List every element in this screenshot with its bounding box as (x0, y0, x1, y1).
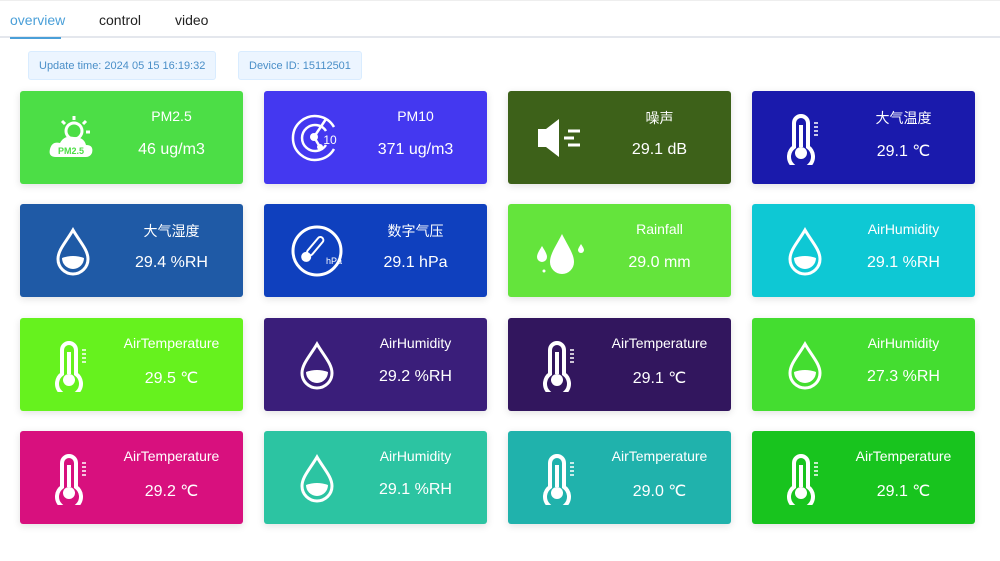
pm25-cloud-icon: PM2.5 (46, 111, 100, 165)
sensor-card[interactable]: PM2.5 PM2.5 46 ug/m3 (20, 91, 243, 184)
svg-text:PM2.5: PM2.5 (58, 146, 84, 156)
thermometer-icon (778, 111, 832, 171)
thermometer-icon (46, 451, 100, 511)
active-tab-indicator (10, 37, 61, 39)
sensor-value: 29.1 ℃ (876, 483, 931, 500)
sensor-value: 29.1 hPa (383, 254, 448, 271)
sensor-card[interactable]: AirHumidity 29.1 %RH (264, 431, 487, 524)
water-drop-icon (290, 451, 344, 505)
sensor-card[interactable]: 大气湿度 29.4 %RH (20, 204, 243, 297)
sensor-card[interactable]: 大气温度 29.1 ℃ (752, 91, 975, 184)
tab-overview[interactable]: overview (10, 12, 66, 28)
water-drop-icon (46, 224, 100, 278)
water-drop-icon (778, 338, 832, 392)
sensor-name: PM10 (397, 108, 434, 124)
pressure-gauge-icon: hPa (290, 224, 344, 278)
water-drop-icon (778, 224, 832, 278)
rain-drops-icon (534, 224, 588, 278)
thermometer-icon (46, 338, 100, 398)
sensor-value: 29.0 mm (628, 254, 691, 271)
sensor-card[interactable]: AirTemperature 29.5 ℃ (20, 318, 243, 411)
sensor-card[interactable]: Rainfall 29.0 mm (508, 204, 731, 297)
sensor-name: 噪声 (645, 110, 674, 126)
sensor-name: 大气湿度 (143, 223, 200, 239)
sensor-card[interactable]: AirHumidity 29.1 %RH (752, 204, 975, 297)
sensor-value: 29.2 %RH (379, 368, 452, 385)
sensor-name: PM2.5 (151, 108, 192, 124)
thermometer-icon (534, 451, 588, 511)
device-id-badge: Device ID: 15112501 (238, 51, 362, 80)
water-drop-icon (290, 338, 344, 392)
sensor-card[interactable]: hPa 数字气压 29.1 hPa (264, 204, 487, 297)
sensor-name: 大气温度 (875, 110, 932, 126)
speaker-noise-icon (534, 111, 588, 165)
sensor-card[interactable]: AirTemperature 29.1 ℃ (508, 318, 731, 411)
sensor-name: AirTemperature (855, 448, 952, 464)
sensor-value: 29.1 ℃ (876, 143, 931, 160)
sensor-name: AirHumidity (379, 335, 452, 351)
sensor-value: 46 ug/m3 (138, 141, 205, 158)
sensor-name: AirTemperature (611, 335, 708, 351)
sensor-value: 371 ug/m3 (377, 141, 454, 158)
pm10-radar-icon: 10 (290, 111, 344, 165)
sensor-card[interactable]: 10 PM10 371 ug/m3 (264, 91, 487, 184)
sensor-value: 29.5 ℃ (144, 370, 199, 387)
sensor-value: 29.1 dB (631, 141, 688, 158)
sensor-value: 29.1 %RH (867, 254, 940, 271)
sensor-card[interactable]: AirTemperature 29.1 ℃ (752, 431, 975, 524)
sensor-name: 数字气压 (387, 223, 444, 239)
sensor-card[interactable]: AirHumidity 27.3 %RH (752, 318, 975, 411)
sensor-card[interactable]: 噪声 29.1 dB (508, 91, 731, 184)
sensor-name: AirHumidity (867, 335, 940, 351)
tab-video[interactable]: video (175, 12, 209, 28)
thermometer-icon (534, 338, 588, 398)
tab-bar: overview control video (0, 0, 1000, 39)
sensor-value: 29.4 %RH (135, 254, 208, 271)
svg-text:hPa: hPa (326, 256, 342, 266)
thermometer-icon (778, 451, 832, 511)
sensor-name: AirTemperature (123, 335, 220, 351)
sensor-card[interactable]: AirTemperature 29.0 ℃ (508, 431, 731, 524)
sensor-value: 27.3 %RH (867, 368, 940, 385)
sensor-card[interactable]: AirHumidity 29.2 %RH (264, 318, 487, 411)
sensor-value: 29.2 ℃ (144, 483, 199, 500)
sensor-name: AirHumidity (867, 221, 940, 237)
sensor-name: AirHumidity (379, 448, 452, 464)
sensor-value: 29.0 ℃ (632, 483, 687, 500)
update-time-badge: Update time: 2024 05 15 16:19:32 (28, 51, 217, 80)
tab-control[interactable]: control (99, 12, 142, 28)
sensor-name: AirTemperature (123, 448, 220, 464)
sensor-name: AirTemperature (611, 448, 708, 464)
sensor-value: 29.1 ℃ (632, 370, 687, 387)
sensor-name: Rainfall (636, 221, 683, 237)
svg-text:10: 10 (323, 133, 337, 147)
sensor-value: 29.1 %RH (379, 481, 452, 498)
sensor-card[interactable]: AirTemperature 29.2 ℃ (20, 431, 243, 524)
